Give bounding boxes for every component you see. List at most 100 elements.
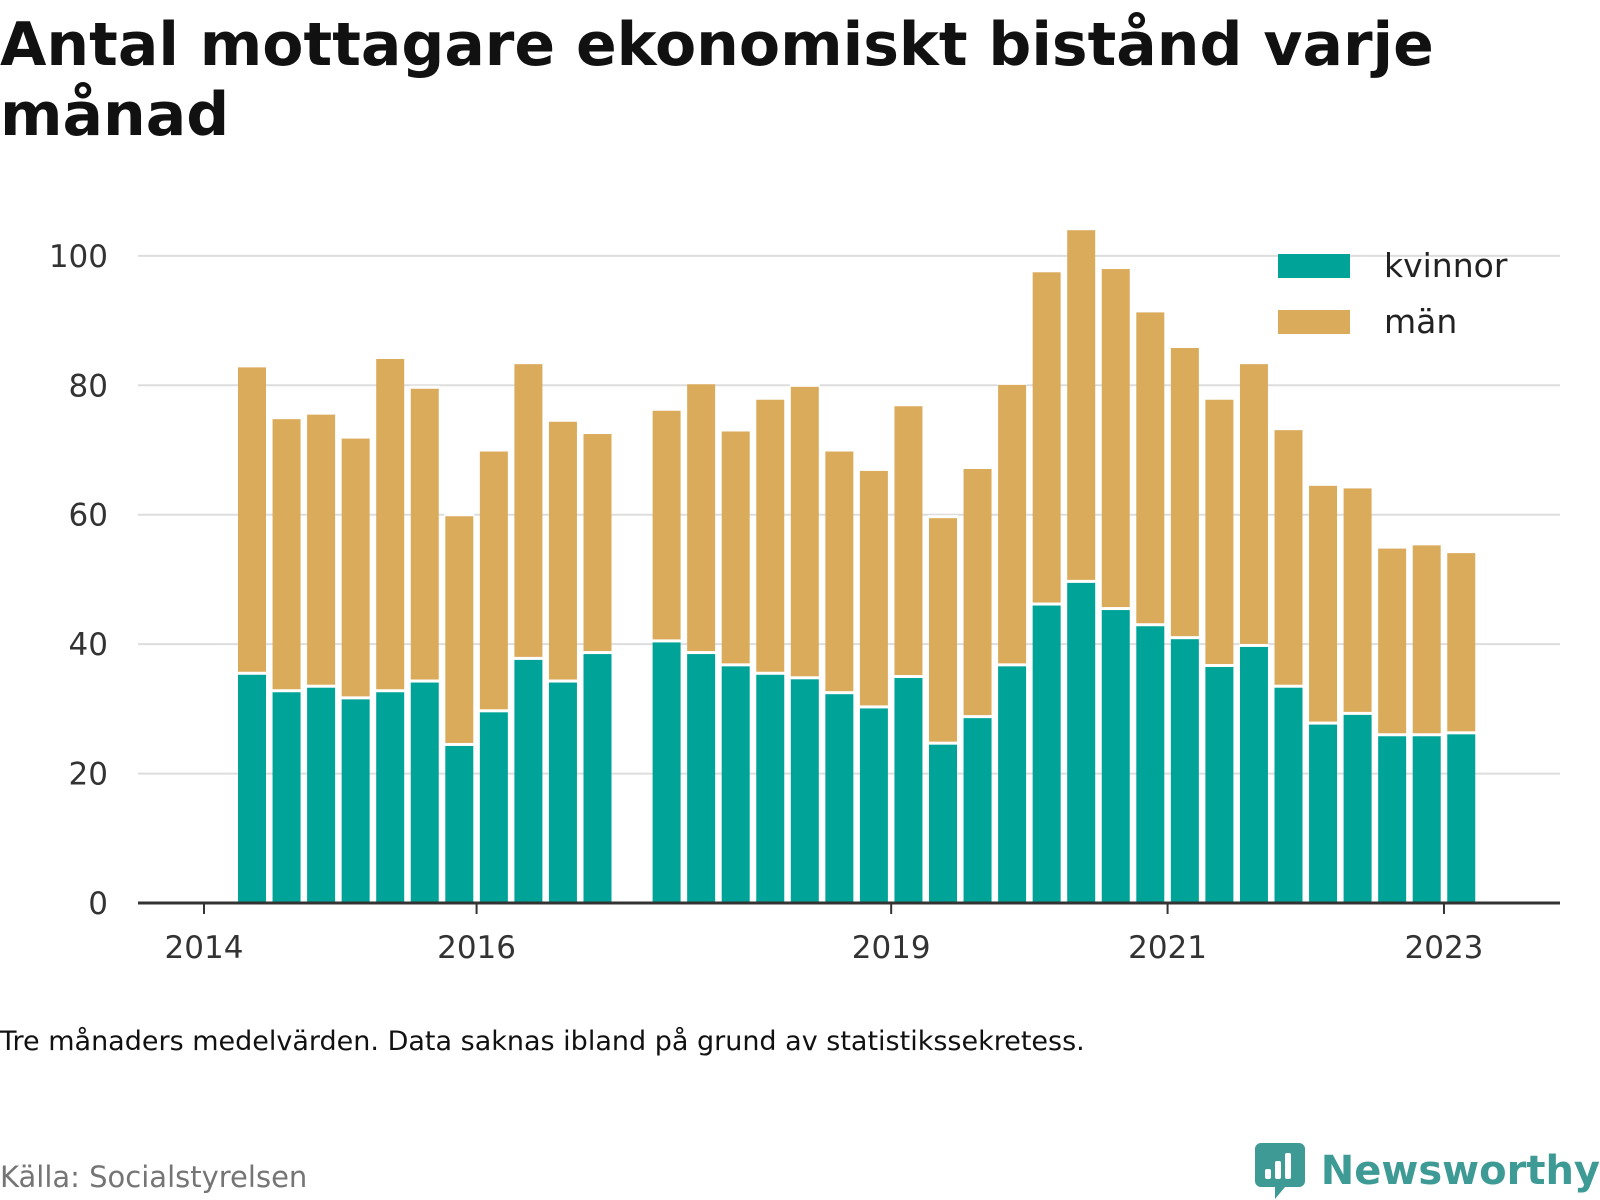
bar-segment-divider <box>962 715 993 719</box>
x-tick-label: 2019 <box>852 930 931 966</box>
bar-segment-man <box>652 409 681 641</box>
bar-top-edge <box>1100 266 1131 270</box>
bar-top-edge <box>513 361 544 365</box>
bar-top-edge <box>444 513 475 517</box>
bar-segment-kvinnor <box>1101 608 1130 903</box>
bar-segment-man <box>1274 428 1303 687</box>
bar-segment-divider <box>893 675 924 679</box>
bar-segment-kvinnor <box>721 664 750 903</box>
bar-segment-divider <box>1377 733 1408 737</box>
bar-segment-divider <box>858 705 889 709</box>
legend-label: kvinnor <box>1384 246 1508 285</box>
bar-segment-man <box>1309 484 1338 724</box>
bar-segment-divider <box>271 689 302 693</box>
bar-segment-kvinnor <box>1170 637 1199 903</box>
y-tick-label: 100 <box>49 239 108 275</box>
bar-segment-kvinnor <box>790 677 819 903</box>
bar-segment-kvinnor <box>1447 732 1476 903</box>
bar-segment-kvinnor <box>1309 723 1338 903</box>
bar-top-edge <box>237 364 267 368</box>
x-tick-label: 2016 <box>437 930 516 966</box>
bar-segment-kvinnor <box>341 697 370 903</box>
bar-segment-man <box>929 516 957 744</box>
y-axis: 0 20 40 60 80 100 <box>49 239 108 922</box>
bar-segment-divider <box>1446 731 1477 735</box>
bar-segment-kvinnor <box>652 640 681 903</box>
bar-segment-man <box>1447 551 1476 733</box>
bar-segment-kvinnor <box>238 673 266 903</box>
bar-top-edge <box>755 396 786 400</box>
bar-top-edge <box>1169 344 1200 348</box>
bar-segment-divider <box>1411 733 1442 737</box>
bar-segment-kvinnor <box>1136 624 1165 903</box>
bar-top-edge <box>375 355 406 359</box>
chart-note: Tre månaders medelvärden. Data saknas ib… <box>0 1026 1085 1057</box>
legend: kvinnor män <box>1278 246 1508 341</box>
x-tick-label: 2023 <box>1405 930 1484 966</box>
stacked-bar-chart: 0 20 40 60 80 100 2014 2016 2019 2021 2023 kvinno… <box>49 230 1560 966</box>
bar-segment-man <box>721 429 750 665</box>
bar-top-edge <box>997 381 1028 385</box>
bar-top-edge <box>893 403 924 407</box>
bar-segment-man <box>1101 267 1130 609</box>
bar-segment-man <box>894 404 923 677</box>
bar-segment-divider <box>997 663 1028 667</box>
bar-segment-divider <box>651 639 682 643</box>
bar-segment-kvinnor <box>376 690 405 903</box>
bar-segment-man <box>548 420 577 682</box>
bar-segment-man <box>1343 486 1372 714</box>
legend-label: män <box>1384 302 1457 341</box>
bar-segment-man <box>445 514 474 745</box>
bar-segment-man <box>963 467 992 717</box>
y-tick-label: 60 <box>69 498 108 534</box>
bar-segment-kvinnor <box>1412 734 1441 903</box>
bar-segment-kvinnor <box>479 710 508 903</box>
bar-segment-divider <box>340 696 371 700</box>
bar-segment-man <box>307 413 336 687</box>
bar-segment-divider <box>1031 602 1062 606</box>
bar-segment-kvinnor <box>445 744 474 903</box>
bar-segment-man <box>341 437 370 698</box>
bar-top-edge <box>824 448 855 452</box>
bar-segment-kvinnor <box>929 743 957 903</box>
bar-top-edge <box>1377 545 1408 549</box>
bar-segment-kvinnor <box>1067 581 1096 903</box>
bar-top-edge <box>928 515 958 519</box>
bar-top-edge <box>1342 485 1373 489</box>
bar-segment-kvinnor <box>998 664 1027 903</box>
bar-segment-divider <box>1169 636 1200 640</box>
bar-segment-kvinnor <box>963 716 992 903</box>
bar-top-edge <box>651 407 682 411</box>
bar-segment-man <box>1239 362 1268 646</box>
bar-segment-kvinnor <box>1205 665 1234 903</box>
y-tick-label: 40 <box>69 627 108 663</box>
bar-segment-man <box>1412 543 1441 735</box>
bar-segment-kvinnor <box>1343 713 1372 903</box>
bar-top-edge <box>1031 269 1062 273</box>
bar-segment-divider <box>1204 664 1235 668</box>
legend-swatch <box>1278 254 1350 278</box>
bar-top-edge <box>1308 482 1339 486</box>
bar-segment-man <box>238 365 266 674</box>
bar-segment-man <box>998 383 1027 665</box>
bar-segment-divider <box>478 709 509 713</box>
bar-segment-divider <box>444 742 475 746</box>
bar-top-edge <box>1238 361 1269 365</box>
bar-segment-divider <box>1238 643 1269 647</box>
bar-top-edge <box>1446 550 1477 554</box>
bar-segment-kvinnor <box>859 706 888 903</box>
bars <box>237 230 1477 903</box>
bar-segment-divider <box>547 679 578 683</box>
bar-top-edge <box>858 467 889 471</box>
bar-top-edge <box>962 465 993 469</box>
bar-segment-divider <box>720 663 751 667</box>
bar-segment-man <box>1136 310 1165 625</box>
bar-segment-kvinnor <box>514 658 543 903</box>
bar-segment-man <box>1170 346 1199 638</box>
bar-segment-divider <box>928 741 958 745</box>
bar-segment-man <box>859 469 888 707</box>
bar-segment-man <box>272 417 301 691</box>
bar-segment-kvinnor <box>756 673 785 903</box>
x-tick-label: 2014 <box>165 930 244 966</box>
bar-segment-man <box>687 382 716 653</box>
